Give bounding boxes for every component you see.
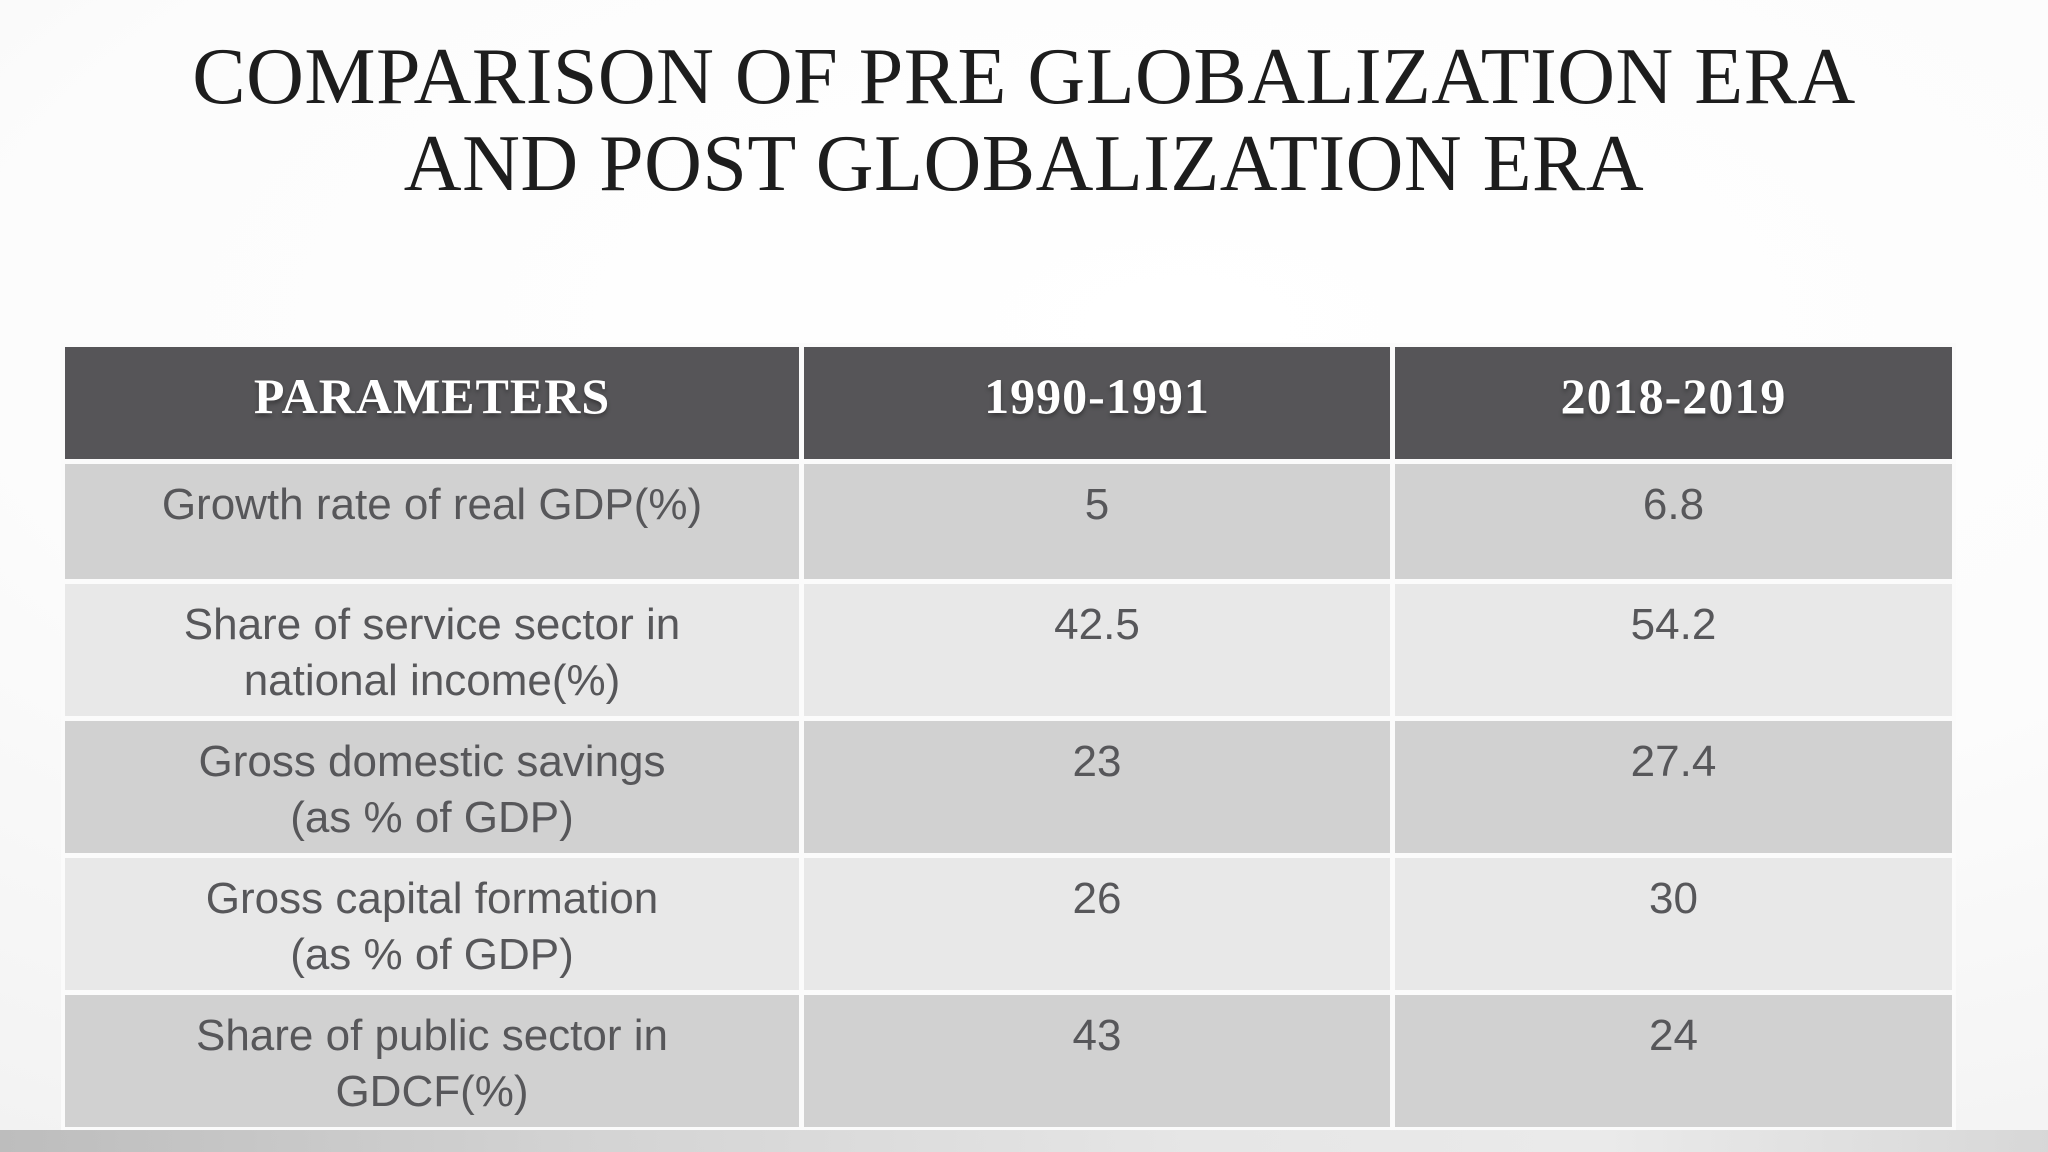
table-row-1-value-2018: 6.8 <box>1395 464 1952 579</box>
table-row-2-parameter: Share of service sector in national inco… <box>65 584 799 716</box>
table-row-3-parameter: Gross domestic savings (as % of GDP) <box>65 721 799 853</box>
table-row-3-value-2018: 27.4 <box>1395 721 1952 853</box>
slide-title-line1: COMPARISON OF PRE GLOBALIZATION ERA <box>192 33 1856 121</box>
table-row-1-value-1990: 5 <box>804 464 1390 579</box>
comparison-table: PARAMETERS 1990-1991 2018-2019 Growth ra… <box>61 343 1956 1131</box>
header-cell-1990-1991: 1990-1991 <box>804 347 1390 459</box>
table-row-4-value-2018: 30 <box>1395 858 1952 990</box>
table-row-2-value-2018: 54.2 <box>1395 584 1952 716</box>
table-row-3-value-1990: 23 <box>804 721 1390 853</box>
table-row-4-parameter: Gross capital formation (as % of GDP) <box>65 858 799 990</box>
slide-title: COMPARISON OF PRE GLOBALIZATION ERA AND … <box>0 33 2048 209</box>
table-row-5-value-2018: 24 <box>1395 995 1952 1127</box>
table-row-5-value-1990: 43 <box>804 995 1390 1127</box>
table-row-1-parameter: Growth rate of real GDP(%) <box>65 464 799 579</box>
header-cell-2018-2019: 2018-2019 <box>1395 347 1952 459</box>
table-row-2-value-1990: 42.5 <box>804 584 1390 716</box>
table-row-4-value-1990: 26 <box>804 858 1390 990</box>
header-cell-parameters: PARAMETERS <box>65 347 799 459</box>
slide-title-line2: AND POST GLOBALIZATION ERA <box>403 120 1645 209</box>
slide-bottom-shading <box>0 1130 2048 1152</box>
table-row-5-parameter: Share of public sector in GDCF(%) <box>65 995 799 1127</box>
